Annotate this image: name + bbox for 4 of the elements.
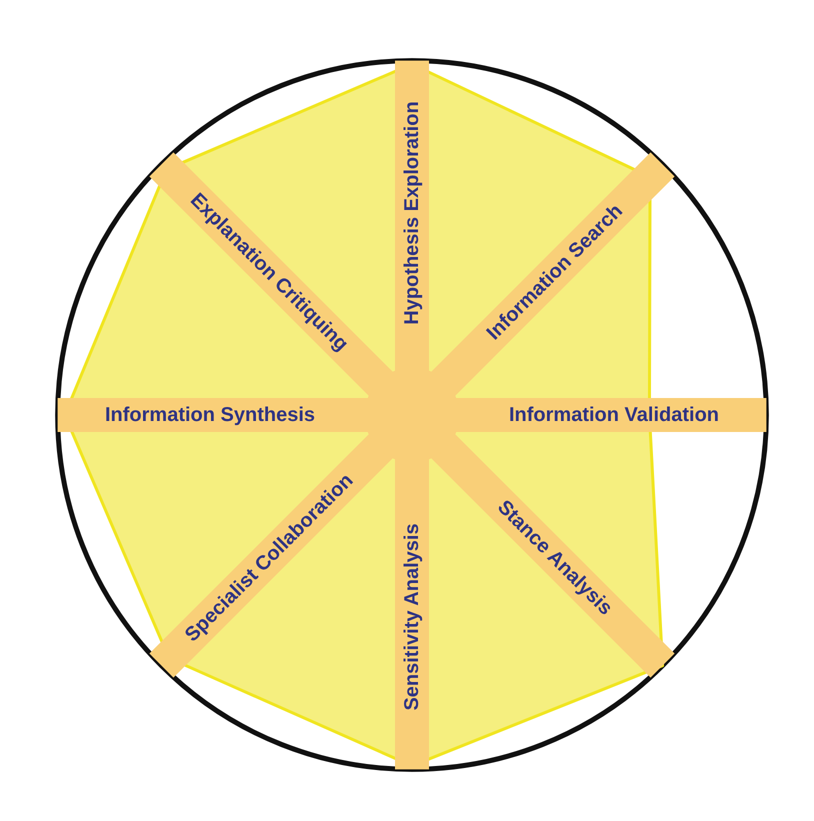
spoke-label: Hypothesis Exploration — [401, 101, 423, 325]
spoke-label: Sensitivity Analysis — [401, 523, 423, 711]
spoke-label: Information Synthesis — [104, 404, 316, 426]
spoke-label: Information Validation — [508, 404, 719, 426]
